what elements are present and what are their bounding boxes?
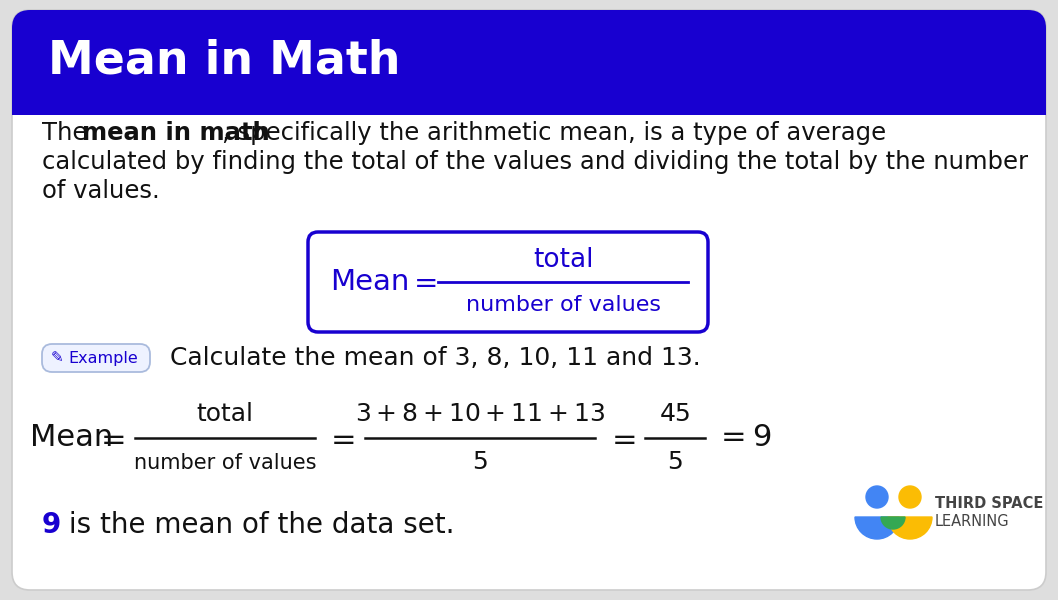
FancyBboxPatch shape (308, 232, 708, 332)
Text: $=$: $=$ (325, 424, 355, 452)
Text: of values.: of values. (42, 179, 160, 203)
Text: is the mean of the data set.: is the mean of the data set. (60, 511, 455, 539)
Text: $= 9$: $= 9$ (715, 424, 771, 452)
FancyBboxPatch shape (12, 10, 1046, 115)
Text: Calculate the mean of 3, 8, 10, 11 and 13.: Calculate the mean of 3, 8, 10, 11 and 1… (170, 346, 700, 370)
Text: The: The (42, 121, 95, 145)
Text: Mean in Math: Mean in Math (48, 38, 401, 83)
Text: , specifically the arithmetic mean, is a type of average: , specifically the arithmetic mean, is a… (222, 121, 887, 145)
Circle shape (899, 486, 922, 508)
Text: number of values: number of values (466, 295, 660, 315)
Wedge shape (881, 517, 905, 529)
Circle shape (867, 486, 888, 508)
FancyBboxPatch shape (12, 10, 1046, 590)
Text: Example: Example (68, 350, 138, 365)
Text: $=$: $=$ (606, 424, 636, 452)
Text: Mean: Mean (330, 268, 409, 296)
Text: $5$: $5$ (472, 450, 488, 474)
Text: total: total (533, 247, 594, 273)
Text: total: total (197, 402, 254, 426)
Text: $=$: $=$ (408, 268, 437, 296)
Text: $3 + 8 + 10 + 11 + 13$: $3 + 8 + 10 + 11 + 13$ (355, 402, 605, 426)
Text: calculated by finding the total of the values and dividing the total by the numb: calculated by finding the total of the v… (42, 150, 1028, 174)
Text: LEARNING: LEARNING (935, 514, 1009, 529)
FancyBboxPatch shape (42, 344, 150, 372)
Text: $=$: $=$ (95, 424, 125, 452)
Text: THIRD SPACE: THIRD SPACE (935, 496, 1043, 511)
Text: mean in math: mean in math (83, 121, 270, 145)
Text: Mean: Mean (30, 424, 113, 452)
Text: 9: 9 (42, 511, 61, 539)
Text: $45$: $45$ (659, 402, 691, 426)
Text: $5$: $5$ (668, 450, 682, 474)
Wedge shape (855, 517, 899, 539)
Wedge shape (888, 517, 932, 539)
Text: ✎: ✎ (51, 350, 63, 365)
Bar (12, 95, 1046, 115)
Text: number of values: number of values (133, 453, 316, 473)
